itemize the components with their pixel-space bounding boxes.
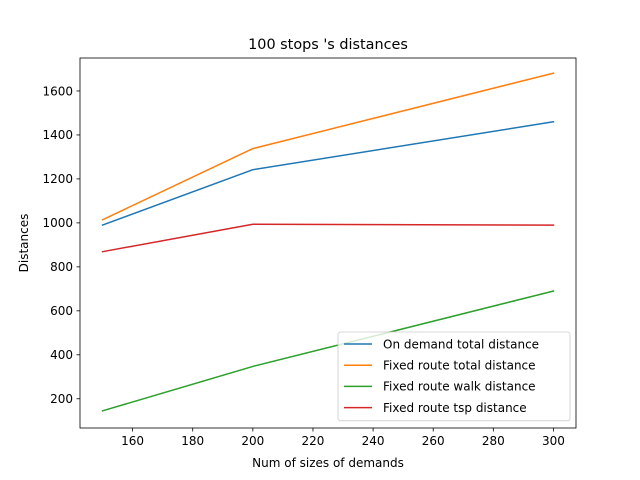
legend-label: Fixed route tsp distance [383,401,527,415]
y-axis-label: Distances [17,214,31,273]
y-tick-label: 600 [50,304,73,318]
y-tick-label: 800 [50,260,73,274]
x-tick-label: 220 [302,434,325,448]
x-axis-ticks: 160 180 200 220 240 260 280 300 [121,428,565,448]
series-line-fixed-route-total-distance [101,72,555,221]
plot-frame [79,57,577,429]
legend-box [337,331,571,422]
y-tick-label: 1600 [42,84,73,98]
series-layer [101,72,555,412]
legend-label: Fixed route walk distance [383,380,536,394]
chart-title: 100 stops 's distances [248,37,408,53]
x-axis-label: Num of sizes of demands [252,456,404,470]
y-tick-label: 1400 [42,128,73,142]
x-tick-label: 200 [241,434,264,448]
y-tick-label: 400 [50,348,73,362]
legend: On demand total distance Fixed route tota… [337,331,571,422]
y-axis-ticks: 200 400 600 800 1000 1200 1400 1600 [42,84,80,406]
x-tick-label: 240 [362,434,385,448]
x-tick-label: 300 [542,434,565,448]
y-tick-label: 1200 [42,172,73,186]
series-line-fixed-route-tsp-distance [101,223,555,253]
x-tick-label: 280 [482,434,505,448]
x-tick-label: 180 [181,434,204,448]
y-tick-label: 200 [50,392,73,406]
x-tick-label: 160 [121,434,144,448]
series-line-fixed-route-walk-distance [101,290,555,412]
series-line-on-demand-total-distance [101,120,555,227]
legend-label: On demand total distance [383,337,539,351]
x-tick-label: 260 [422,434,445,448]
y-tick-label: 1000 [42,216,73,230]
legend-label: Fixed route total distance [383,359,536,373]
